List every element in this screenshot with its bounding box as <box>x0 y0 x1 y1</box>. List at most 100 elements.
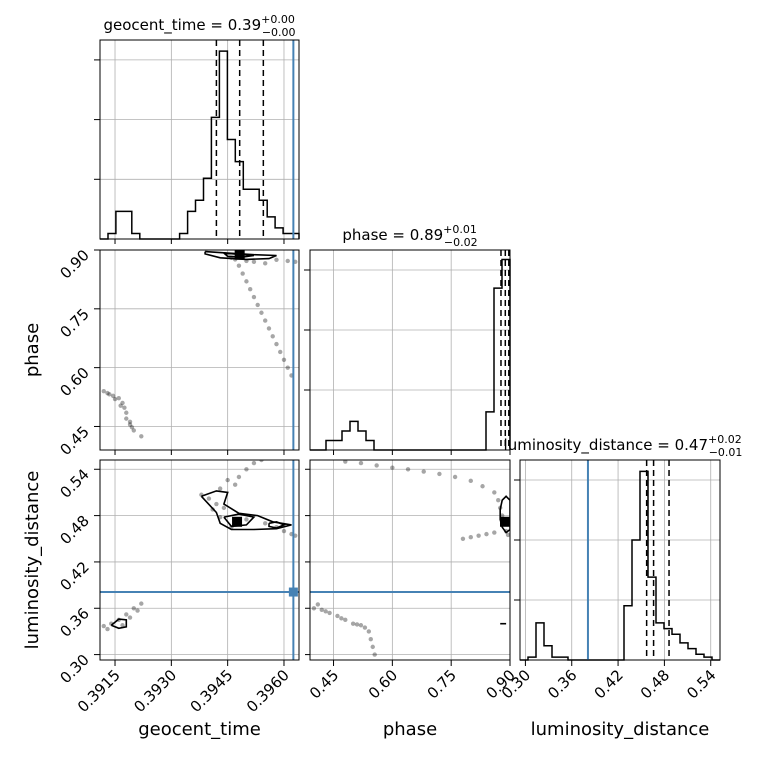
sample-point <box>468 535 473 540</box>
sample-point <box>476 533 481 538</box>
sample-point <box>437 471 442 477</box>
sample-point <box>225 477 230 483</box>
sample-point <box>259 460 264 463</box>
y-tick-label-phase: 0.60 <box>56 364 92 400</box>
y-tick-label-phase: 0.90 <box>56 246 92 282</box>
sample-point <box>124 416 129 421</box>
sample-point <box>460 536 466 541</box>
sample-point <box>505 532 510 538</box>
x-tick-label-luminosity_distance: 0.54 <box>683 666 719 702</box>
sample-point <box>259 310 264 315</box>
sample-point <box>263 521 268 526</box>
sample-point <box>281 357 287 363</box>
sample-point <box>101 388 106 394</box>
x-tick-label-geocent_time: 0.3945 <box>187 666 237 716</box>
sample-point <box>421 469 426 474</box>
sample-point <box>492 530 497 535</box>
sample-point <box>374 463 379 468</box>
sample-point <box>101 623 106 629</box>
sample-point <box>263 318 268 323</box>
panel-frame-geocent_time-luminosity_distance <box>99 459 300 661</box>
sample-point <box>244 517 249 522</box>
sample-point <box>124 612 129 617</box>
sample-point <box>370 644 375 650</box>
sample-point <box>335 613 340 619</box>
sample-point <box>266 326 272 331</box>
sample-point <box>131 606 136 611</box>
sample-point <box>206 496 212 501</box>
sample-point <box>139 601 144 606</box>
sample-point <box>499 513 505 518</box>
sample-point <box>255 302 260 308</box>
histogram-luminosity_distance <box>520 470 720 661</box>
title-sup: +0.02 <box>708 433 742 446</box>
contour-group-geocent_time-phase <box>204 250 277 261</box>
density-peak-marker <box>500 516 510 527</box>
sample-point <box>343 460 348 464</box>
sample-point <box>468 478 473 484</box>
contour-group-phase-luminosity_distance <box>499 495 510 625</box>
sample-point <box>405 467 411 472</box>
sample-point <box>129 425 135 430</box>
sample-point <box>327 610 332 616</box>
x-tick-label-phase: 0.75 <box>424 666 460 702</box>
sample-point <box>480 484 485 489</box>
sample-point <box>372 652 377 657</box>
histogram-title-phase: phase = 0.89+0.01 −0.02 <box>342 223 477 249</box>
x-axis-label-phase: phase <box>383 719 437 740</box>
truth-point-marker <box>288 587 298 597</box>
sample-point <box>127 422 133 427</box>
x-axis-label-luminosity_distance: luminosity_distance <box>531 719 710 740</box>
sample-point <box>263 261 268 266</box>
sample-point <box>120 400 125 406</box>
contour-line <box>110 618 128 630</box>
sample-point <box>236 474 242 480</box>
x-tick-label-luminosity_distance: 0.48 <box>637 666 673 702</box>
panel-frame-hist-luminosity_distance <box>519 459 721 661</box>
y-tick-label-phase: 0.45 <box>56 423 92 459</box>
histogram-geocent_time <box>100 50 300 240</box>
sample-point <box>492 490 497 495</box>
x-tick-label-luminosity_distance: 0.36 <box>544 666 580 702</box>
title-sub: −0.00 <box>262 26 296 39</box>
sample-point <box>270 334 275 339</box>
title-main: phase = 0.89 <box>342 226 443 244</box>
sample-point <box>244 467 249 472</box>
x-tick-label-phase: 0.60 <box>365 666 401 702</box>
sample-point <box>315 602 321 607</box>
x-tick-label-geocent_time: 0.3960 <box>243 666 293 716</box>
sample-point <box>484 531 489 537</box>
sample-point <box>116 396 121 401</box>
histogram-title-luminosity_distance: luminosity_distance = 0.47+0.02 −0.01 <box>504 433 743 459</box>
sample-point <box>127 615 133 620</box>
sample-point <box>221 505 227 511</box>
sample-point <box>339 616 344 621</box>
x-axis-label-geocent_time: geocent_time <box>138 719 261 740</box>
density-peak-marker <box>234 250 245 260</box>
sample-point <box>139 434 144 439</box>
sample-point <box>232 482 238 487</box>
sample-point <box>274 257 279 263</box>
sample-point <box>452 474 458 480</box>
sample-point <box>278 349 283 355</box>
sample-point <box>107 392 112 397</box>
sample-point <box>251 460 257 466</box>
panel-frame-hist-geocent_time <box>99 39 300 240</box>
sample-point <box>350 621 356 626</box>
sample-point <box>366 629 372 634</box>
sample-point <box>251 259 257 264</box>
y-tick-label-luminosity_distance: 0.42 <box>56 558 92 594</box>
y-tick-label-luminosity_distance: 0.48 <box>56 512 92 548</box>
title-main: geocent_time = 0.39 <box>103 16 261 35</box>
sample-point <box>251 294 257 300</box>
histogram-phase <box>310 258 511 451</box>
y-tick-label-luminosity_distance: 0.54 <box>56 465 92 501</box>
sample-point <box>319 607 324 613</box>
sample-point <box>118 403 123 408</box>
sample-point <box>390 465 395 470</box>
title-sub: −0.02 <box>444 236 478 249</box>
sample-point <box>274 341 279 347</box>
sample-point <box>110 393 116 399</box>
sample-point <box>131 428 136 433</box>
